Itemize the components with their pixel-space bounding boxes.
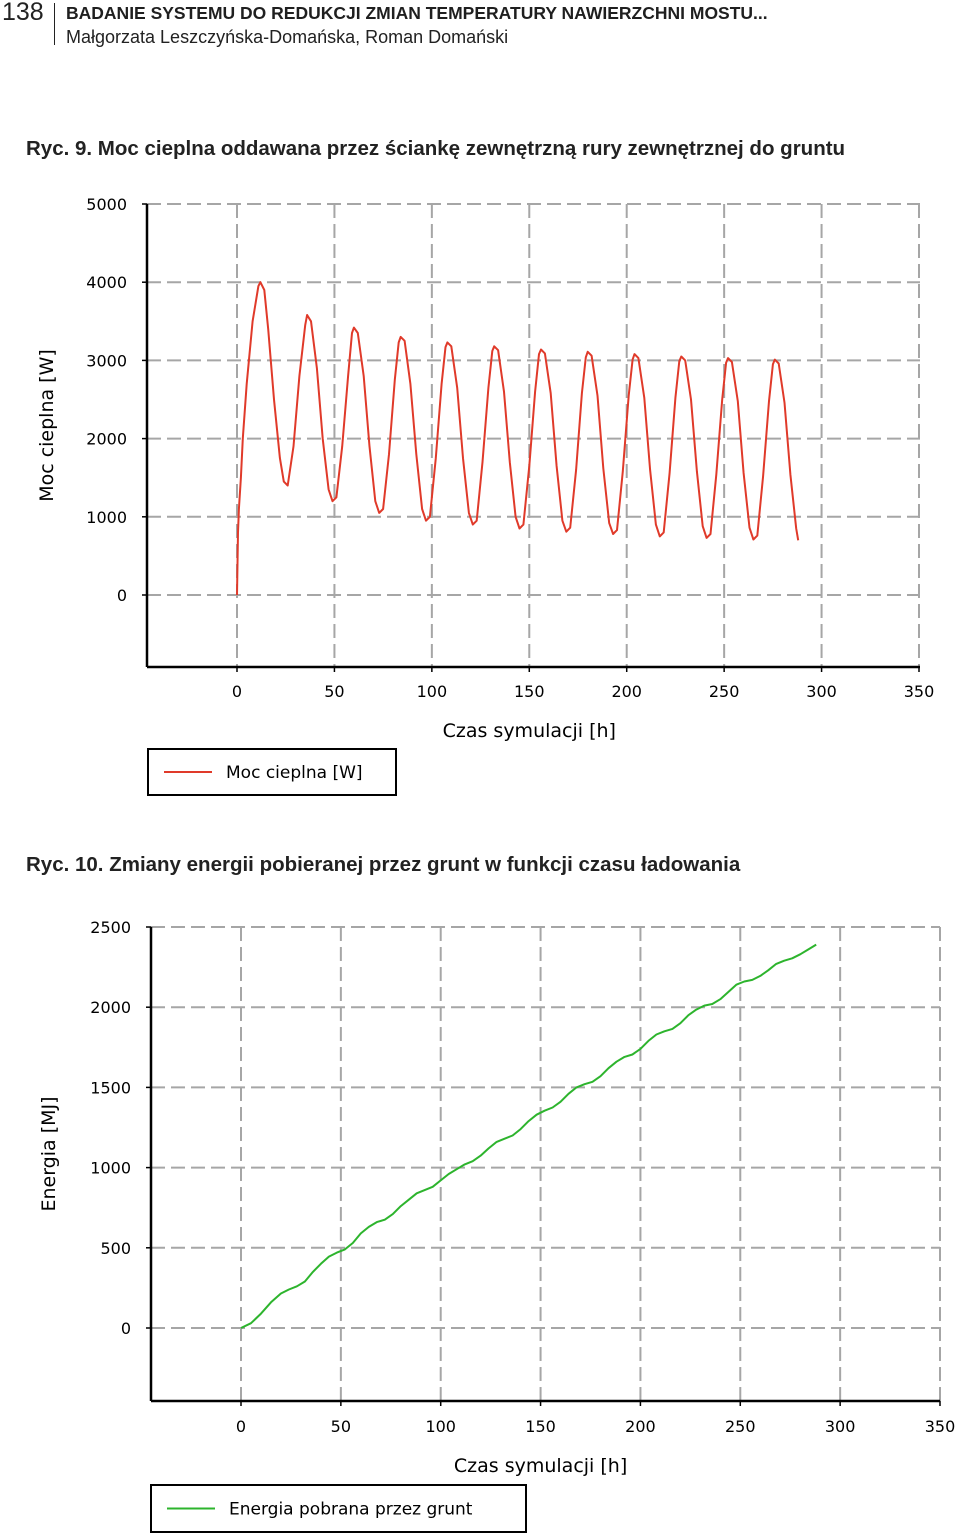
y-tick-label: 0: [117, 586, 127, 605]
page-number: 138: [2, 0, 44, 26]
running-title: BADANIE SYSTEMU DO REDUKCJI ZMIAN TEMPER…: [66, 3, 768, 23]
page-header: 138 BADANIE SYSTEMU DO REDUKCJI ZMIAN TE…: [0, 0, 960, 50]
x-tick-label: 350: [904, 682, 935, 701]
figure-caption-9: Ryc. 9. Moc cieplna oddawana przez ścian…: [26, 137, 846, 160]
x-tick-label: 250: [725, 1417, 756, 1436]
y-axis-title: Moc cieplna [W]: [36, 349, 58, 502]
chart-ground-energy: 0 500 1000 1500 2000 2500 0 50 100 150 200 250 300 35…: [38, 918, 956, 1533]
y-tick-label: 1500: [90, 1078, 131, 1097]
y-tick-label: 2000: [90, 998, 131, 1017]
y-tick-label: 500: [100, 1239, 131, 1258]
x-tick-label: 250: [709, 682, 740, 701]
series-line: [236, 281, 800, 596]
y-tick-label: 4000: [86, 273, 127, 292]
x-axis-title: Czas symulacji [h]: [454, 1455, 627, 1477]
x-tick-label: 300: [806, 682, 837, 701]
x-tick-label: 50: [324, 682, 344, 701]
x-tick-label: 200: [611, 682, 642, 701]
x-tick-label: 300: [825, 1417, 856, 1436]
y-tick-label: 3000: [86, 351, 127, 370]
series-line: [240, 943, 817, 1329]
header-divider: [54, 3, 55, 45]
y-tick-label: 2000: [86, 430, 127, 449]
x-tick-label: 150: [514, 682, 545, 701]
y-tick-label: 1000: [86, 508, 127, 527]
y-tick-label: 1000: [90, 1159, 131, 1178]
x-tick-label: 150: [525, 1417, 556, 1436]
x-tick-label: 350: [925, 1417, 956, 1436]
chart-heat-power: 0 1000 2000 3000 4000 5000 0 50 100 150 200 250 300 3…: [36, 195, 935, 796]
y-tick-label: 5000: [86, 195, 127, 214]
legend-label: Energia pobrana przez grunt: [229, 1500, 473, 1520]
x-tick-label: 0: [232, 682, 242, 701]
x-tick-label: 100: [425, 1417, 456, 1436]
legend-label: Moc cieplna [W]: [226, 763, 363, 783]
x-tick-label: 100: [417, 682, 448, 701]
authors: Małgorzata Leszczyńska-Domańska, Roman D…: [66, 27, 509, 47]
y-axis-title: Energia [MJ]: [38, 1096, 60, 1211]
y-tick-label: 2500: [90, 918, 131, 937]
figure-caption-10: Ryc. 10. Zmiany energii pobieranej przez…: [26, 853, 741, 876]
x-tick-label: 50: [331, 1417, 351, 1436]
x-axis-title: Czas symulacji [h]: [443, 720, 616, 742]
y-tick-label: 0: [121, 1319, 131, 1338]
x-tick-label: 0: [236, 1417, 246, 1436]
x-tick-label: 200: [625, 1417, 656, 1436]
